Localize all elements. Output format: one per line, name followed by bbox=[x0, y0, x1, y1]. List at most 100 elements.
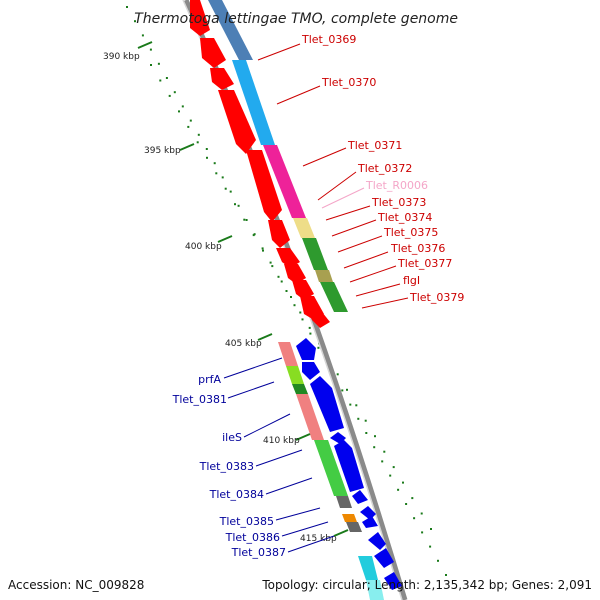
gene-arrow-rev bbox=[384, 572, 402, 590]
tick-label-405: 405 kbp bbox=[225, 339, 262, 349]
gene-arrow-rev bbox=[352, 490, 368, 504]
cog-block-skyblue bbox=[232, 60, 275, 145]
tick-label-395: 395 kbp bbox=[144, 146, 181, 156]
gene-arrow-fwd bbox=[292, 280, 314, 300]
gene-label: Tlet_0385 bbox=[219, 515, 274, 528]
gene-arrow-rev bbox=[374, 548, 394, 568]
leader-line bbox=[317, 171, 357, 201]
track-dot bbox=[445, 574, 447, 576]
cog-block-khaki bbox=[293, 218, 315, 238]
track-dot bbox=[402, 481, 404, 484]
gene-arrow-fwd bbox=[200, 38, 226, 68]
gene-arrow-rev bbox=[302, 362, 320, 380]
track-dot bbox=[413, 517, 416, 520]
gene-labels-bottom: prfA Tlet_0381 ileS Tlet_0383 Tlet_0384 … bbox=[172, 373, 286, 559]
track-dot bbox=[364, 419, 367, 422]
track-dot bbox=[374, 435, 376, 438]
cog-block-lime bbox=[286, 366, 304, 384]
track-dot bbox=[262, 249, 264, 252]
gene-arrow-fwd bbox=[210, 68, 234, 90]
track-dot bbox=[159, 79, 162, 82]
leader-line bbox=[223, 357, 283, 379]
map-title: Thermotoga lettingae TMO, complete genom… bbox=[134, 11, 458, 27]
cog-block-darkgreen bbox=[292, 384, 308, 394]
gene-arrow-fwd bbox=[246, 150, 282, 222]
track-dot bbox=[277, 275, 280, 278]
forward-strand-genes bbox=[190, 0, 330, 328]
cog-block-green-1 bbox=[302, 238, 328, 270]
track-dot bbox=[149, 48, 152, 51]
tick-label-410: 410 kbp bbox=[263, 436, 300, 446]
gene-label-rna: Tlet_R0006 bbox=[365, 179, 428, 192]
tick-mark bbox=[333, 529, 349, 537]
gene-label: Tlet_0386 bbox=[225, 531, 280, 544]
track-dot bbox=[383, 450, 386, 453]
track-dot bbox=[234, 203, 236, 206]
cog-track-lower bbox=[278, 342, 384, 600]
track-dot bbox=[271, 265, 274, 268]
gene-label: Tlet_0369 bbox=[301, 33, 356, 46]
track-dot bbox=[349, 403, 352, 406]
track-dot bbox=[126, 6, 128, 8]
cog-block-green-2 bbox=[320, 282, 348, 312]
track-dot bbox=[261, 247, 264, 250]
gene-arrow-rev bbox=[310, 376, 344, 432]
track-dot bbox=[206, 156, 208, 159]
track-dot bbox=[285, 290, 288, 292]
tick-mark bbox=[217, 235, 233, 243]
cog-block-grey-1 bbox=[336, 496, 352, 508]
track-dot bbox=[290, 296, 292, 298]
gene-arrow-fwd bbox=[284, 264, 306, 284]
leader-line bbox=[276, 85, 321, 105]
leader-lines-bottom bbox=[223, 357, 335, 553]
gene-labels-top: Tlet_0369 Tlet_0370 Tlet_0371 Tlet_0372 … bbox=[301, 33, 464, 304]
tick-label-400: 400 kbp bbox=[185, 242, 222, 252]
cog-block-cyan bbox=[358, 556, 378, 580]
cog-block-grey-2 bbox=[346, 522, 362, 532]
tick-mark bbox=[137, 41, 153, 49]
dotted-tick-track bbox=[126, 6, 447, 576]
track-dot bbox=[269, 261, 272, 264]
track-dot bbox=[245, 219, 248, 221]
gene-arrow-fwd bbox=[190, 0, 210, 36]
leader-line bbox=[275, 507, 321, 521]
cog-track-upper bbox=[208, 0, 348, 312]
track-dot bbox=[357, 417, 360, 420]
track-dot bbox=[430, 528, 432, 530]
tick-mark bbox=[179, 143, 195, 151]
track-dot bbox=[221, 176, 224, 179]
track-dot bbox=[308, 326, 311, 329]
gene-arrow-fwd bbox=[308, 312, 330, 328]
track-dot bbox=[243, 218, 246, 221]
track-dot bbox=[181, 105, 184, 108]
gene-label: Tlet_0374 bbox=[377, 211, 432, 224]
leader-line bbox=[337, 235, 383, 253]
gene-arrow-fwd bbox=[276, 248, 300, 268]
cog-block-lightcyan bbox=[366, 580, 384, 600]
leader-lines-top bbox=[257, 43, 409, 309]
track-dot bbox=[355, 404, 358, 407]
track-dot bbox=[141, 34, 144, 37]
leader-line bbox=[361, 297, 409, 309]
cog-block-steelblue bbox=[208, 0, 253, 60]
track-dot bbox=[397, 488, 400, 491]
cog-block-magenta bbox=[263, 145, 306, 218]
gene-label: Tlet_0373 bbox=[371, 196, 426, 209]
track-dot bbox=[187, 125, 190, 128]
track-dot bbox=[373, 446, 376, 449]
gene-arrow-fwd bbox=[218, 90, 256, 154]
track-dot bbox=[196, 141, 199, 144]
track-dot bbox=[189, 119, 192, 122]
track-dot bbox=[173, 91, 176, 94]
track-dot bbox=[252, 234, 255, 237]
leader-line bbox=[325, 205, 371, 221]
leader-line bbox=[281, 521, 329, 537]
track-dot bbox=[421, 531, 424, 534]
gene-label: Tlet_0370 bbox=[321, 76, 376, 89]
gene-arrow-fwd bbox=[268, 220, 290, 248]
track-dot bbox=[134, 20, 136, 23]
tick-mark bbox=[257, 333, 273, 341]
gene-label: Tlet_0376 bbox=[390, 242, 445, 255]
track-dot bbox=[309, 332, 312, 335]
